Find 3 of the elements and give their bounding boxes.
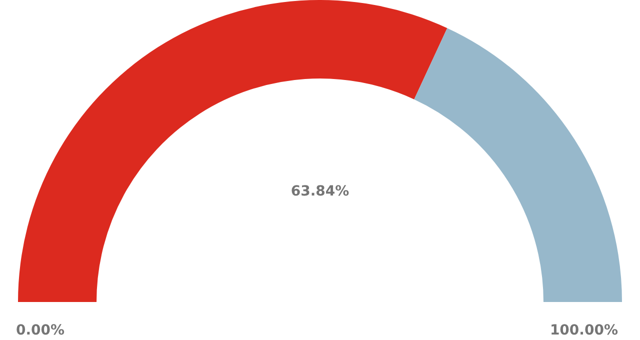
data-label: 63.84% — [290, 183, 350, 200]
text: 0.00% — [16, 322, 65, 339]
text: 100.00% — [550, 322, 618, 339]
